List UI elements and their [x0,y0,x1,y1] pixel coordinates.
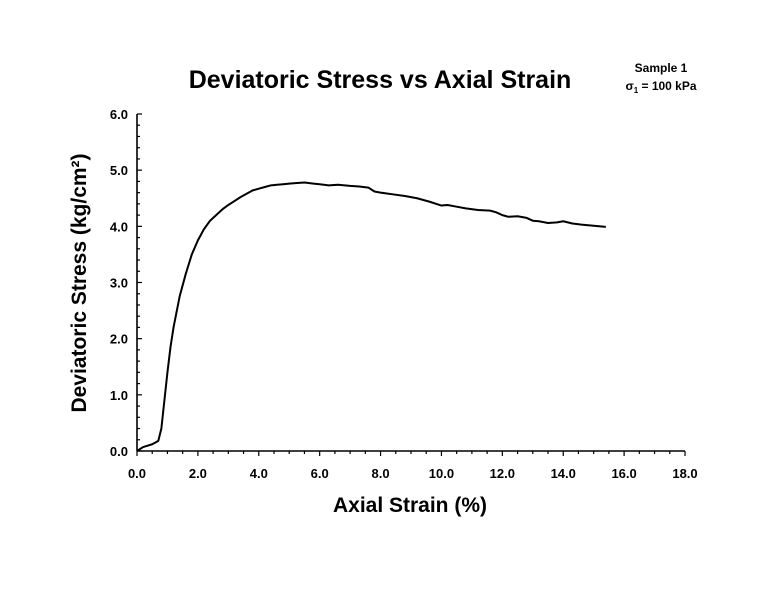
x-tick-label: 16.0 [611,466,636,481]
x-tick-label: 12.0 [490,466,515,481]
x-tick-label: 18.0 [672,466,697,481]
annotation: Sample 1 σ1 = 100 kPa [625,61,696,95]
plot-area: 0.0 2.0 4.0 6.0 8.0 10.0 12.0 14.0 16.0 18.0 0.0 1… [110,107,698,481]
series-line [136,181,606,452]
annotation-subscript: 1 [634,86,639,95]
y-tick-label: 6.0 [110,107,128,122]
x-tick-label: 0.0 [128,466,146,481]
x-tick-label: 4.0 [250,466,268,481]
y-tick-label: 5.0 [110,163,128,178]
y-tick-label: 3.0 [110,276,128,291]
annotation-confining-stress: σ1 = 100 kPa [625,79,696,95]
y-ticks: 0.0 1.0 2.0 3.0 4.0 5.0 6.0 [110,107,142,459]
annotation-sample: Sample 1 [635,61,688,75]
x-axis-label: Axial Strain (%) [333,494,487,517]
x-tick-label: 2.0 [189,466,207,481]
annotation-sigma: σ [625,79,633,93]
y-tick-label: 2.0 [110,332,128,347]
x-tick-label: 14.0 [551,466,576,481]
annotation-value: = 100 kPa [638,79,697,93]
x-tick-label: 10.0 [429,466,454,481]
x-ticks: 0.0 2.0 4.0 6.0 8.0 10.0 12.0 14.0 16.0 18.0 [128,451,698,481]
y-tick-label: 4.0 [110,219,128,234]
y-tick-label: 1.0 [110,388,128,403]
y-tick-label: 0.0 [110,444,128,459]
x-tick-label: 6.0 [311,466,329,481]
chart-title: Deviatoric Stress vs Axial Strain [189,66,572,94]
y-axis-label: Deviatoric Stress (kg/cm²) [68,153,91,412]
x-tick-label: 8.0 [372,466,390,481]
